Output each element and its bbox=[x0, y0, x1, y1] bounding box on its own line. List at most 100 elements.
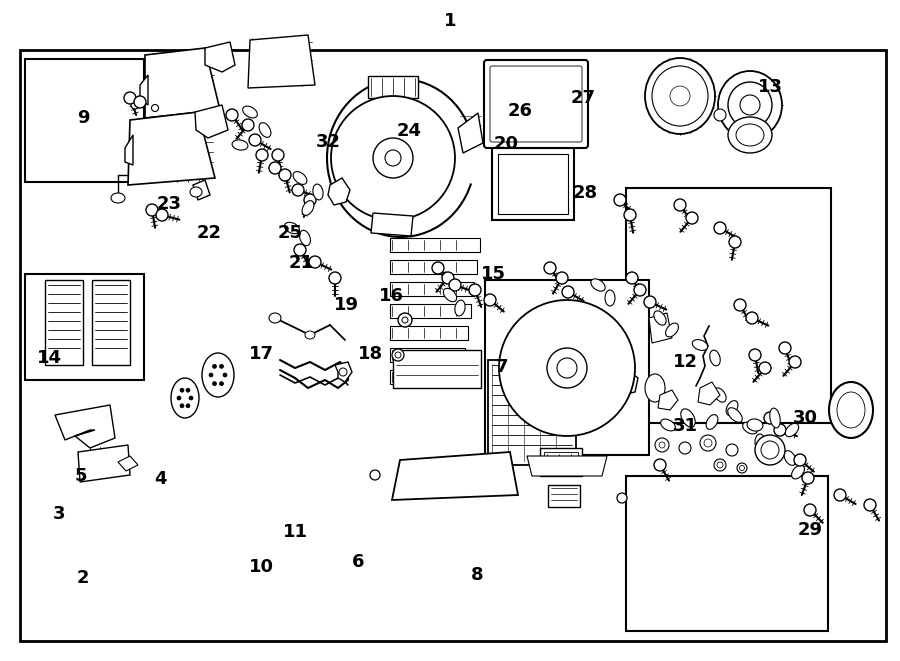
Ellipse shape bbox=[661, 419, 675, 431]
Polygon shape bbox=[698, 382, 720, 405]
Text: 17: 17 bbox=[248, 344, 274, 363]
Circle shape bbox=[674, 199, 686, 211]
Ellipse shape bbox=[718, 71, 782, 139]
Circle shape bbox=[294, 244, 306, 256]
Circle shape bbox=[624, 209, 636, 221]
Circle shape bbox=[617, 493, 627, 503]
Ellipse shape bbox=[190, 187, 202, 197]
Circle shape bbox=[864, 499, 876, 511]
Circle shape bbox=[556, 272, 568, 284]
Circle shape bbox=[620, 377, 630, 387]
Circle shape bbox=[385, 150, 401, 166]
Circle shape bbox=[212, 364, 217, 368]
Text: 30: 30 bbox=[793, 408, 818, 427]
Circle shape bbox=[659, 442, 665, 448]
Circle shape bbox=[804, 504, 816, 516]
Bar bbox=[390, 238, 480, 252]
Text: 7: 7 bbox=[496, 358, 508, 376]
Circle shape bbox=[272, 149, 284, 161]
Circle shape bbox=[329, 272, 341, 284]
Ellipse shape bbox=[710, 350, 720, 366]
Circle shape bbox=[402, 317, 408, 323]
Circle shape bbox=[392, 349, 404, 361]
Circle shape bbox=[226, 109, 238, 121]
Ellipse shape bbox=[770, 408, 780, 428]
Bar bbox=[25, 59, 144, 182]
Text: 12: 12 bbox=[673, 353, 698, 371]
Text: 1: 1 bbox=[444, 12, 456, 30]
Polygon shape bbox=[195, 105, 228, 138]
Circle shape bbox=[740, 465, 744, 471]
Ellipse shape bbox=[792, 465, 805, 479]
Ellipse shape bbox=[171, 378, 199, 418]
Ellipse shape bbox=[269, 313, 281, 323]
Circle shape bbox=[279, 169, 291, 181]
Ellipse shape bbox=[761, 441, 779, 459]
Polygon shape bbox=[335, 362, 352, 382]
Bar bbox=[390, 304, 471, 318]
Text: 3: 3 bbox=[53, 505, 66, 524]
Polygon shape bbox=[371, 213, 413, 236]
Circle shape bbox=[544, 262, 556, 274]
Bar bbox=[540, 448, 582, 476]
Polygon shape bbox=[193, 180, 210, 200]
Polygon shape bbox=[145, 48, 220, 118]
Ellipse shape bbox=[653, 311, 666, 325]
Text: 5: 5 bbox=[75, 467, 87, 485]
Ellipse shape bbox=[454, 300, 465, 316]
Text: 21: 21 bbox=[289, 254, 314, 272]
Text: 13: 13 bbox=[758, 78, 783, 97]
Circle shape bbox=[309, 256, 321, 268]
Circle shape bbox=[740, 95, 760, 115]
Circle shape bbox=[212, 381, 217, 385]
Polygon shape bbox=[614, 368, 638, 395]
Bar bbox=[390, 370, 462, 384]
Bar bbox=[390, 282, 474, 296]
Text: 32: 32 bbox=[316, 133, 341, 151]
Circle shape bbox=[714, 459, 726, 471]
Circle shape bbox=[484, 294, 496, 306]
Bar bbox=[25, 274, 144, 380]
Text: 27: 27 bbox=[571, 89, 596, 107]
Ellipse shape bbox=[728, 117, 772, 153]
Ellipse shape bbox=[755, 434, 765, 450]
Circle shape bbox=[764, 412, 776, 424]
Circle shape bbox=[679, 442, 691, 454]
Text: 26: 26 bbox=[508, 102, 533, 120]
Polygon shape bbox=[78, 445, 130, 482]
Ellipse shape bbox=[232, 140, 248, 150]
Circle shape bbox=[209, 373, 213, 377]
Text: 14: 14 bbox=[37, 349, 62, 368]
Ellipse shape bbox=[284, 222, 300, 233]
Circle shape bbox=[737, 463, 747, 473]
Circle shape bbox=[432, 262, 444, 274]
Polygon shape bbox=[649, 313, 672, 343]
Text: 4: 4 bbox=[154, 470, 166, 488]
Circle shape bbox=[180, 388, 184, 392]
Ellipse shape bbox=[706, 414, 718, 430]
Ellipse shape bbox=[202, 353, 234, 397]
Circle shape bbox=[499, 300, 635, 436]
Ellipse shape bbox=[313, 184, 323, 200]
Bar bbox=[368, 76, 418, 98]
Circle shape bbox=[220, 364, 223, 368]
Circle shape bbox=[242, 119, 254, 131]
Ellipse shape bbox=[680, 409, 695, 427]
Polygon shape bbox=[658, 390, 678, 410]
Bar bbox=[498, 154, 568, 214]
Ellipse shape bbox=[605, 290, 615, 306]
Ellipse shape bbox=[755, 435, 785, 465]
Circle shape bbox=[700, 435, 716, 451]
Circle shape bbox=[370, 470, 380, 480]
Ellipse shape bbox=[590, 279, 605, 291]
Ellipse shape bbox=[726, 401, 738, 415]
Ellipse shape bbox=[243, 106, 257, 118]
Circle shape bbox=[789, 356, 801, 368]
Polygon shape bbox=[128, 112, 215, 185]
Ellipse shape bbox=[736, 124, 764, 146]
Text: 18: 18 bbox=[358, 344, 383, 363]
Circle shape bbox=[146, 204, 158, 216]
Polygon shape bbox=[205, 42, 235, 72]
Polygon shape bbox=[125, 135, 133, 165]
Circle shape bbox=[686, 212, 698, 224]
